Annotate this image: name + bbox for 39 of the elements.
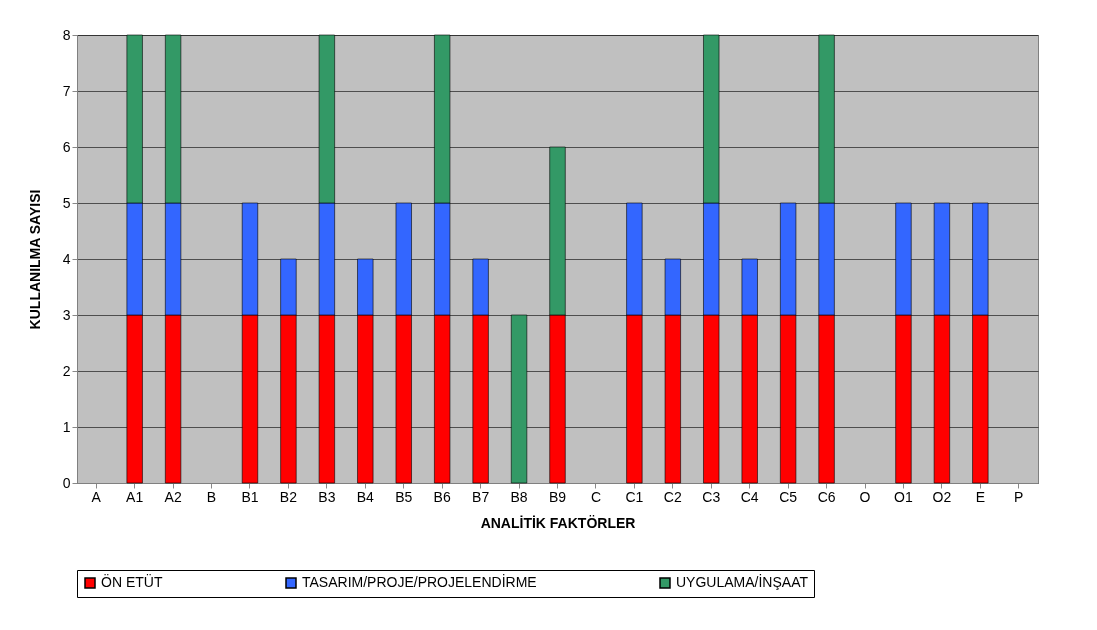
x-tick-label: B7 <box>472 488 490 505</box>
x-tick-label: O <box>859 488 871 505</box>
y-tick-label: 2 <box>62 362 71 379</box>
x-tick-label: C2 <box>663 488 682 505</box>
x-tick-label: B6 <box>433 488 451 505</box>
x-tick-label: C4 <box>740 488 759 505</box>
legend-label: ÖN ETÜT <box>101 573 163 590</box>
legend-label: TASARIM/PROJE/PROJELENDİRME <box>302 573 537 590</box>
x-tick-label: B4 <box>356 488 375 505</box>
x-tick-label: C3 <box>702 488 721 505</box>
legend-label: UYGULAMA/İNŞAAT <box>676 573 809 590</box>
y-tick-label: 7 <box>62 82 71 99</box>
x-tick-label: B8 <box>510 488 528 505</box>
x-tick-label: C6 <box>817 488 836 505</box>
x-tick-label: E <box>975 488 986 505</box>
x-tick-label: C5 <box>779 488 798 505</box>
x-tick-label: O1 <box>894 488 914 505</box>
y-tick-label: 3 <box>62 306 71 323</box>
y-tick-label: 1 <box>62 418 71 435</box>
x-tick-label: B3 <box>318 488 336 505</box>
y-tick-label: 4 <box>62 250 71 267</box>
y-tick-label: 6 <box>62 138 71 155</box>
x-axis-title: ANALİTİK FAKTÖRLER <box>480 514 636 531</box>
x-tick-label: C <box>590 488 601 505</box>
x-tick-label: B1 <box>241 488 259 505</box>
x-tick-label: A1 <box>126 488 144 505</box>
x-tick-label: B5 <box>395 488 413 505</box>
x-tick-label: P <box>1014 488 1024 505</box>
x-tick-label: B2 <box>279 488 298 505</box>
y-tick-label: 8 <box>62 26 71 43</box>
x-tick-label: C1 <box>625 488 644 505</box>
x-tick-label: B <box>206 488 217 505</box>
x-tick-label: B9 <box>548 488 567 505</box>
x-tick-label: A2 <box>164 488 182 505</box>
y-axis-title: KULLANILMA SAYISI <box>26 189 43 330</box>
x-tick-label: A <box>91 488 102 505</box>
y-tick-label: 5 <box>62 194 71 211</box>
x-tick-label: O2 <box>932 488 952 505</box>
y-tick-label: 0 <box>62 474 71 491</box>
